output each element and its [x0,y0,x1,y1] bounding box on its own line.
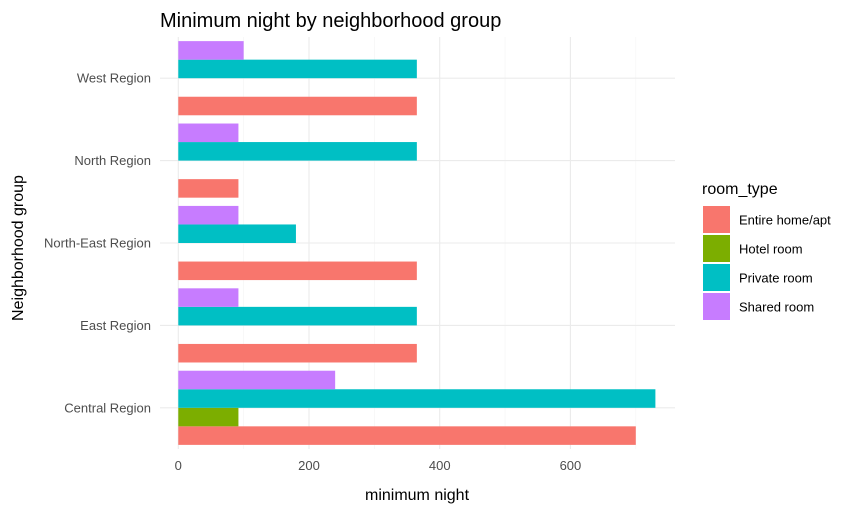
legend-label: Private room [739,271,813,286]
bar-shared-room-north-east-region [178,205,239,225]
y-axis-title: Neighborhood group [10,175,27,321]
y-tick-label: East Region [80,318,151,333]
legend-title: room_type [702,181,778,198]
bar-private-room-north-east-region [178,224,296,243]
bars [178,41,656,445]
x-tick-labels: 0 200 400 600 [175,458,582,473]
bar-entire-home-apt-north-region [178,179,239,198]
legend: room_type Entire home/apt Hotel room Priva… [702,181,831,320]
y-tick-label: West Region [77,71,151,86]
x-tick-label: 600 [560,458,582,473]
legend-key-entire-home-apt [703,206,730,233]
chart-title: Minimum night by neighborhood group [160,10,501,32]
legend-label: Shared room [739,300,814,315]
legend-label: Entire home/apt [739,213,831,228]
x-tick-label: 400 [429,458,451,473]
bar-shared-room-west-region [178,41,244,60]
legend-key-hotel-room [703,235,730,262]
legend-label: Hotel room [739,242,803,257]
legend-key-private-room [703,264,730,291]
y-tick-labels: Central Region East Region North-East Regi… [44,71,151,416]
bar-entire-home-apt-west-region [178,96,417,116]
bar-shared-room-north-region [178,123,239,143]
bar-entire-home-apt-east-region [178,343,417,363]
bar-private-room-east-region [178,306,417,326]
y-tick-label: North-East Region [44,236,151,251]
bar-private-room-north-region [178,142,417,161]
legend-key-shared-room [703,293,730,320]
bar-entire-home-apt-central-region [178,426,636,445]
bar-private-room-central-region [178,389,656,408]
x-tick-label: 200 [298,458,320,473]
y-tick-label: North Region [74,153,151,168]
bar-entire-home-apt-north-east-region [178,261,417,281]
x-tick-label: 0 [175,458,182,473]
x-axis-title: minimum night [365,487,470,504]
bar-hotel-room-central-region [178,407,239,427]
y-tick-label: Central Region [64,400,151,415]
bar-shared-room-central-region [178,370,336,390]
bar-private-room-west-region [178,59,417,79]
bar-shared-room-east-region [178,288,239,307]
